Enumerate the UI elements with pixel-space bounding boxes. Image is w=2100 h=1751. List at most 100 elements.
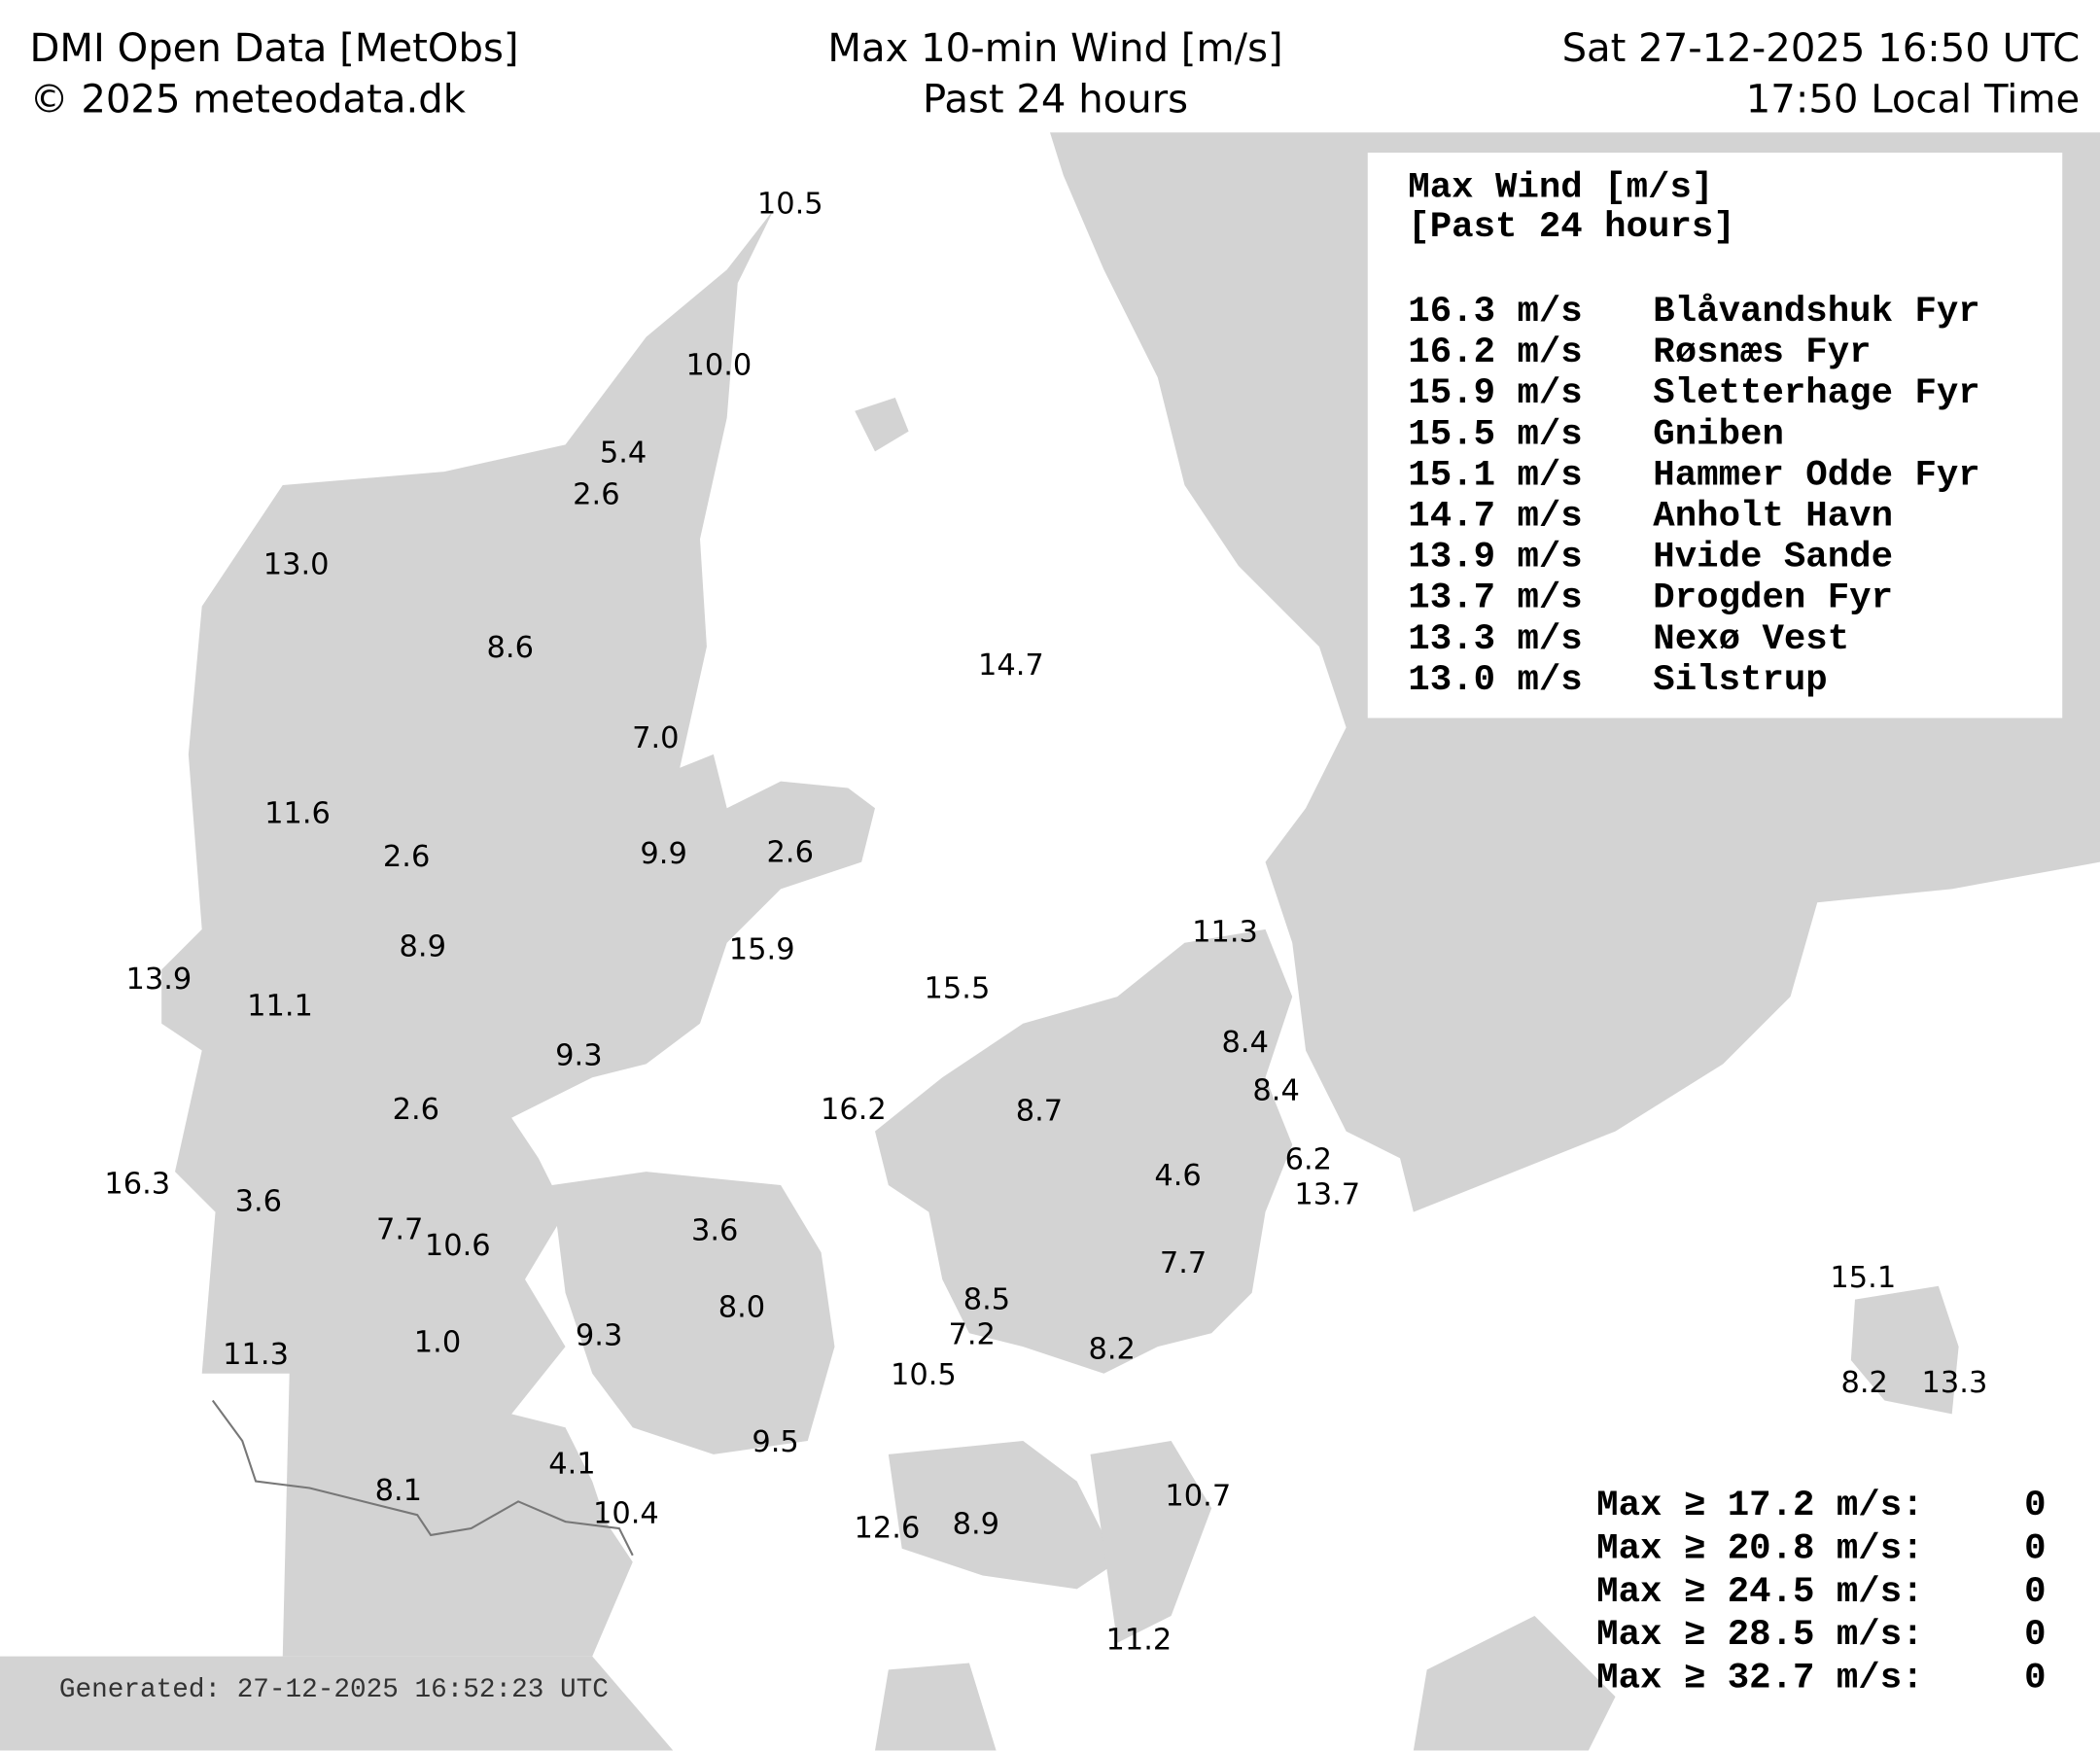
station-value: 10.6 — [425, 1229, 491, 1263]
station-value: 15.1 — [1830, 1261, 1896, 1295]
station-value: 10.5 — [891, 1358, 957, 1392]
station-value: 1.0 — [414, 1326, 461, 1360]
border — [211, 1399, 634, 1557]
station-value: 2.6 — [767, 836, 814, 870]
legend-title: Max Wind [m/s] — [1408, 168, 1713, 209]
legend-wind: 13.9 m/s — [1408, 538, 1582, 578]
station-value: 14.7 — [978, 648, 1044, 683]
station-value: 8.0 — [718, 1291, 765, 1325]
station-value: 4.1 — [548, 1447, 595, 1481]
station-value: 13.0 — [263, 547, 330, 581]
legend-wind: 16.3 m/s — [1408, 292, 1582, 333]
station-value: 5.4 — [600, 436, 647, 470]
falster — [1090, 1441, 1212, 1643]
title: Max 10-min Wind [m/s] — [827, 26, 1282, 71]
legend-station: Røsnæs Fyr — [1653, 333, 1871, 373]
threshold-count: 0 — [2024, 1658, 2046, 1698]
source: DMI Open Data [MetObs] — [29, 26, 518, 71]
station-value: 16.3 — [104, 1167, 170, 1201]
station-value: 3.6 — [235, 1184, 282, 1218]
threshold-count: 0 — [2024, 1572, 2046, 1613]
legend-wind: 16.2 m/s — [1408, 333, 1582, 373]
legend-station: Sletterhage Fyr — [1653, 373, 1979, 414]
lolland — [888, 1441, 1118, 1590]
station-value: 3.6 — [691, 1214, 738, 1248]
station-labels: 10.5 10.0 5.4 2.6 13.0 8.6 14.7 7.0 11.6 2.6 9.9 2.… — [104, 187, 1987, 1657]
threshold-label: Max ≥ 24.5 m/s: — [1596, 1572, 1923, 1613]
legend-wind: 14.7 m/s — [1408, 496, 1582, 537]
legend-station: Drogden Fyr — [1653, 578, 1893, 619]
legend-station: Nexø Vest — [1653, 619, 1849, 660]
station-value: 7.0 — [632, 721, 679, 755]
station-value: 2.6 — [393, 1093, 439, 1127]
legend-wind: 15.5 m/s — [1408, 414, 1582, 455]
station-value: 13.7 — [1294, 1177, 1360, 1211]
legend-rows: 16.3 m/s Blåvandshuk Fyr 16.2 m/s Røsnæs Fy… — [1408, 292, 1979, 701]
station-value: 11.3 — [1192, 915, 1258, 949]
station-value: 8.2 — [1088, 1333, 1135, 1367]
bornholm — [1850, 1285, 1959, 1415]
station-value: 9.5 — [752, 1425, 798, 1459]
station-value: 8.5 — [963, 1282, 1010, 1316]
station-value: 11.2 — [1105, 1624, 1172, 1658]
thresholds: Max ≥ 17.2 m/s: 0 Max ≥ 20.8 m/s: 0 Max ≥ 24… — [1596, 1486, 2046, 1698]
threshold-count: 0 — [2024, 1486, 2046, 1526]
threshold-label: Max ≥ 20.8 m/s: — [1596, 1528, 1923, 1569]
station-value: 11.1 — [247, 990, 313, 1024]
generated: Generated: 27-12-2025 16:52:23 UTC — [59, 1675, 609, 1705]
legend-station: Hammer Odde Fyr — [1653, 455, 1979, 496]
station-value: 7.7 — [1160, 1246, 1207, 1280]
station-value: 9.3 — [576, 1319, 622, 1353]
threshold-count: 0 — [2024, 1615, 2046, 1656]
laeso — [855, 397, 909, 452]
funen — [551, 1172, 835, 1454]
legend-subtitle: [Past 24 hours] — [1408, 207, 1734, 248]
station-value: 8.7 — [1016, 1095, 1063, 1129]
station-value: 11.6 — [264, 797, 331, 831]
station-value: 6.2 — [1285, 1142, 1332, 1176]
station-value: 15.5 — [925, 972, 991, 1006]
station-value: 8.4 — [1222, 1026, 1269, 1060]
station-value: 10.4 — [593, 1497, 659, 1531]
station-value: 10.0 — [685, 348, 752, 382]
threshold-label: Max ≥ 32.7 m/s: — [1596, 1658, 1923, 1698]
station-value: 8.2 — [1840, 1366, 1887, 1400]
station-value: 7.7 — [376, 1212, 423, 1246]
legend-station: Anholt Havn — [1653, 496, 1893, 537]
station-value: 9.9 — [640, 837, 686, 871]
station-value: 2.6 — [573, 477, 619, 511]
legend-wind: 15.1 m/s — [1408, 455, 1582, 496]
threshold-label: Max ≥ 17.2 m/s: — [1596, 1486, 1923, 1526]
subtitle: Past 24 hours — [923, 77, 1188, 122]
threshold-count: 0 — [2024, 1528, 2046, 1569]
time-utc: Sat 27-12-2025 16:50 UTC — [1562, 26, 2081, 71]
station-value: 8.4 — [1252, 1074, 1299, 1108]
station-value: 8.9 — [400, 930, 446, 964]
station-value: 13.9 — [125, 963, 192, 997]
station-value: 11.3 — [223, 1338, 289, 1372]
station-value: 13.3 — [1922, 1366, 1988, 1400]
threshold-label: Max ≥ 28.5 m/s: — [1596, 1615, 1923, 1656]
legend-station: Blåvandshuk Fyr — [1653, 292, 1979, 333]
copyright: © 2025 meteodata.dk — [29, 77, 466, 122]
germany — [0, 1616, 1616, 1751]
station-value: 9.3 — [555, 1039, 602, 1073]
legend-box — [1367, 152, 2063, 718]
header: DMI Open Data [MetObs] © 2025 meteodata.… — [29, 26, 2080, 123]
station-value: 8.1 — [375, 1474, 422, 1508]
station-value: 12.6 — [855, 1512, 921, 1546]
station-value: 10.7 — [1165, 1480, 1231, 1514]
time-local: 17:50 Local Time — [1746, 77, 2080, 122]
station-value: 8.6 — [487, 631, 534, 665]
zealand — [875, 928, 1293, 1374]
legend-station: Silstrup — [1653, 660, 1827, 701]
legend-wind: 13.3 m/s — [1408, 619, 1582, 660]
station-value: 4.6 — [1154, 1159, 1201, 1193]
station-value: 2.6 — [383, 840, 430, 874]
legend-wind: 13.7 m/s — [1408, 578, 1582, 619]
station-value: 10.5 — [757, 187, 823, 221]
station-value: 15.9 — [729, 932, 795, 966]
legend-station: Hvide Sande — [1653, 538, 1893, 578]
